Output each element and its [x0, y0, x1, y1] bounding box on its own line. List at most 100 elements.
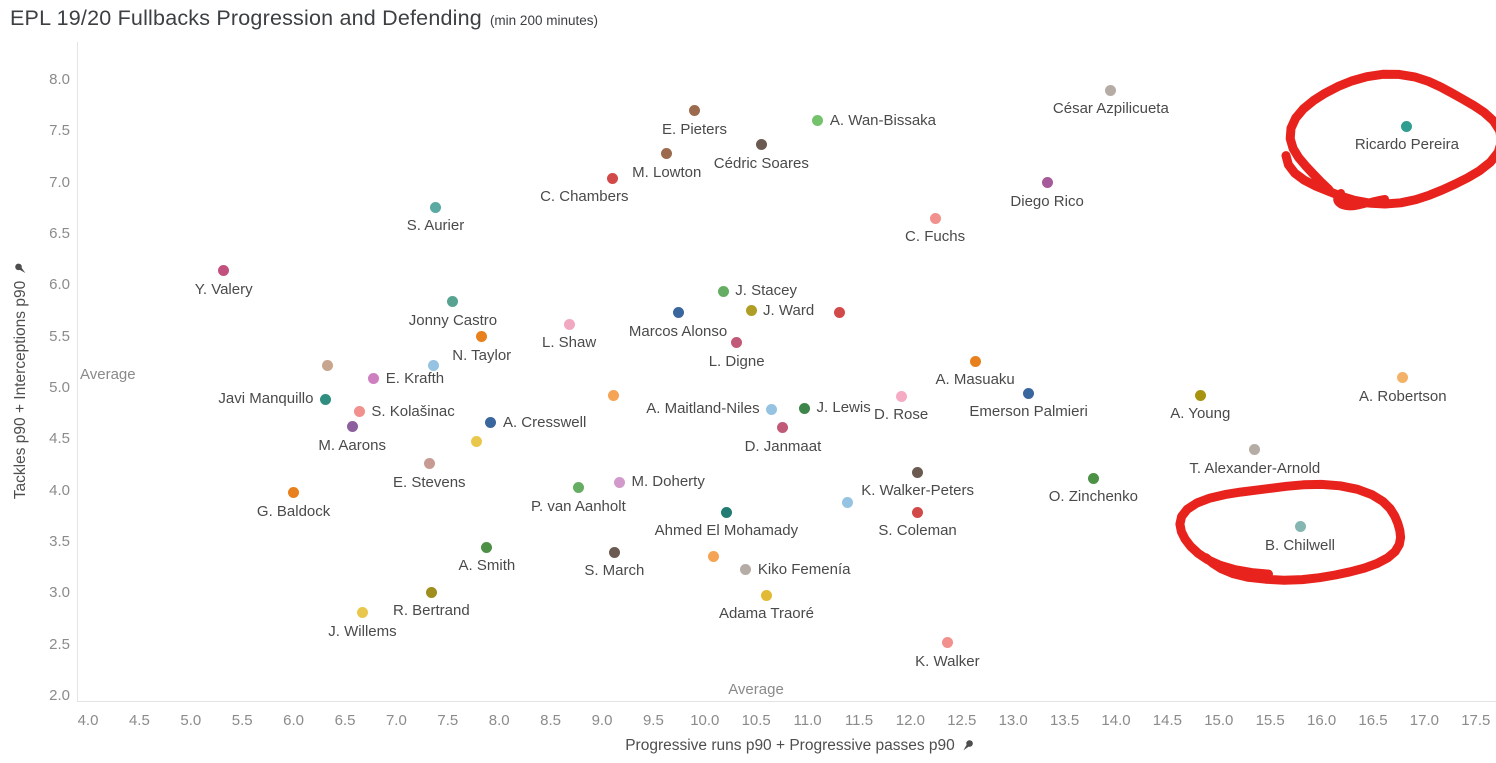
y-tick-label: 3.5	[49, 532, 70, 550]
scatter-point[interactable]	[447, 296, 459, 308]
point-label: K. Walker-Peters	[861, 482, 974, 500]
point-label: Javi Manquillo	[218, 390, 314, 408]
point-label: D. Janmaat	[744, 437, 822, 455]
scatter-point[interactable]	[1041, 177, 1053, 188]
scatter-point[interactable]	[689, 105, 701, 117]
scatter-point[interactable]	[720, 506, 732, 518]
scatter-point[interactable]	[429, 201, 441, 213]
x-tick-label: 4.0	[77, 712, 99, 729]
scatter-point[interactable]	[218, 265, 230, 277]
scatter-point[interactable]	[471, 435, 483, 447]
point-label: Y. Valery	[194, 280, 253, 298]
scatter-point[interactable]	[476, 331, 488, 343]
scatter-point[interactable]	[368, 373, 380, 385]
scatter-point[interactable]	[1023, 387, 1035, 399]
x-axis-title-text: Progressive runs p90 + Progressive passe…	[625, 737, 955, 754]
x-tick-label: 11.0	[793, 712, 822, 729]
x-tick-label: 10.5	[741, 712, 771, 729]
scatter-point[interactable]	[322, 359, 334, 371]
scatter-point[interactable]	[346, 421, 358, 433]
y-average-reference-label: Average	[80, 366, 136, 383]
scatter-point[interactable]	[427, 359, 439, 371]
point-label: J. Ward	[763, 301, 815, 319]
y-tick-label: 7.5	[49, 122, 70, 140]
y-tick-label: 6.5	[49, 224, 70, 242]
point-label: A. Young	[1170, 405, 1231, 423]
scatter-point[interactable]	[606, 172, 618, 184]
scatter-point[interactable]	[929, 212, 941, 224]
scatter-point[interactable]	[423, 458, 435, 470]
scatter-point[interactable]	[672, 307, 684, 319]
point-label: M. Lowton	[632, 163, 702, 181]
scatter-point[interactable]	[572, 482, 584, 494]
scatter-point[interactable]	[717, 285, 729, 297]
x-tick-label: 15.0	[1204, 712, 1234, 729]
pin-icon[interactable]	[14, 261, 28, 274]
x-tick-label: 15.5	[1255, 712, 1285, 729]
scatter-point[interactable]	[288, 487, 300, 499]
scatter-point[interactable]	[1249, 444, 1261, 456]
scatter-point[interactable]	[481, 541, 493, 553]
point-label: A. Maitland-Niles	[646, 400, 760, 418]
x-average-reference-label: Average	[728, 681, 784, 698]
y-tick-label: 7.0	[49, 173, 70, 191]
scatter-point[interactable]	[353, 406, 365, 418]
scatter-point[interactable]	[812, 115, 824, 127]
scatter-point[interactable]	[1401, 120, 1413, 132]
point-label: D. Rose	[874, 406, 929, 424]
scatter-point[interactable]	[941, 637, 953, 649]
scatter-point[interactable]	[563, 318, 575, 330]
scatter-point[interactable]	[912, 466, 924, 478]
y-tick-label: 3.0	[49, 584, 70, 602]
x-tick-label: 14.5	[1152, 712, 1182, 729]
x-axis-title: Progressive runs p90 + Progressive passe…	[625, 737, 975, 755]
scatter-point[interactable]	[760, 589, 772, 601]
x-tick-label: 11.5	[844, 712, 874, 729]
scatter-point[interactable]	[608, 546, 620, 558]
scatter-point[interactable]	[1105, 84, 1117, 96]
point-label: S. March	[584, 562, 645, 580]
x-tick-label: 7.0	[385, 712, 407, 729]
scatter-point[interactable]	[356, 607, 368, 619]
scatter-point[interactable]	[740, 564, 752, 576]
scatter-point[interactable]	[766, 403, 778, 415]
scatter-point[interactable]	[755, 139, 767, 150]
scatter-point[interactable]	[1397, 372, 1409, 384]
scatter-point[interactable]	[731, 337, 743, 349]
scatter-point[interactable]	[607, 389, 619, 401]
scatter-point[interactable]	[707, 550, 719, 562]
scatter-point[interactable]	[912, 506, 924, 518]
scatter-point[interactable]	[799, 402, 811, 414]
scatter-point[interactable]	[485, 417, 497, 429]
chart-subtitle: (min 200 minutes)	[489, 13, 598, 28]
point-label: C. Chambers	[540, 188, 629, 206]
scatter-point[interactable]	[661, 148, 673, 160]
scatter-point[interactable]	[895, 390, 907, 402]
point-label: L. Digne	[708, 352, 765, 370]
scatter-point[interactable]	[833, 307, 845, 319]
point-label: S. Aurier	[406, 217, 465, 235]
pin-icon[interactable]	[962, 739, 975, 753]
y-tick-label: 4.5	[49, 430, 70, 448]
point-label: A. Wan-Bissaka	[829, 111, 937, 129]
scatter-point[interactable]	[777, 422, 789, 434]
x-tick-label: 16.0	[1306, 712, 1337, 729]
scatter-point[interactable]	[842, 497, 854, 509]
scatter-point[interactable]	[745, 305, 757, 317]
scatter-point[interactable]	[1194, 389, 1206, 401]
scatter-point[interactable]	[319, 393, 331, 405]
y-axis-title: Tackles p90 + Interceptions p90	[12, 261, 30, 499]
scatter-point[interactable]	[1087, 472, 1099, 484]
point-label: R. Bertrand	[392, 602, 470, 620]
point-label: Cédric Soares	[713, 154, 809, 172]
scatter-point[interactable]	[425, 586, 437, 598]
point-label: P. van Aanholt	[530, 497, 626, 515]
scatter-point[interactable]	[613, 476, 625, 488]
x-tick-label: 8.0	[488, 712, 510, 729]
point-label: Ahmed El Mohamady	[654, 522, 799, 540]
scatter-point[interactable]	[969, 355, 981, 367]
point-label: Jonny Castro	[408, 311, 498, 329]
scatter-point[interactable]	[1294, 521, 1306, 533]
point-label: A. Robertson	[1359, 387, 1447, 405]
